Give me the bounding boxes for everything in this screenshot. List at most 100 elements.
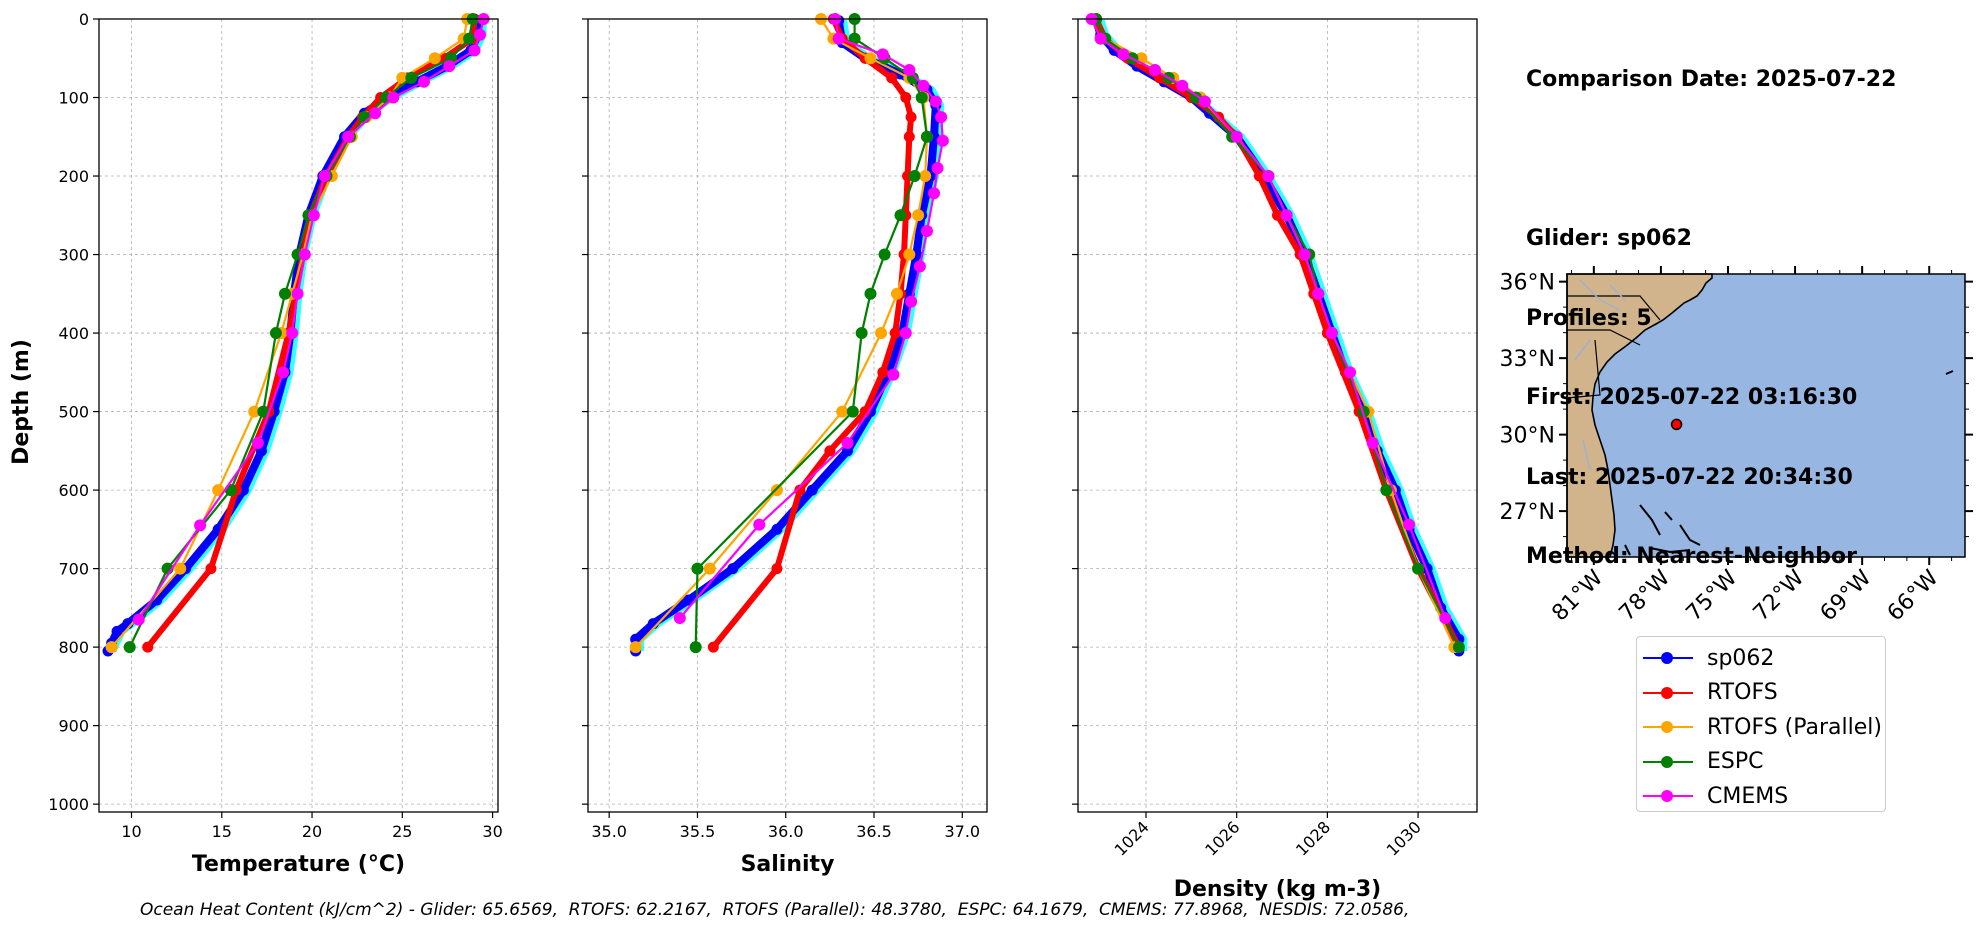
temperature-espc-line [128,17,474,649]
density-axis-label: Density (kg m-3) [1174,877,1382,902]
temperature-cmems-point [342,130,355,143]
salinity-cmems-point [936,134,949,147]
legend-marker [1661,790,1673,803]
density-cmems-point [1402,518,1415,531]
temperature-rtofs-parallel-point [248,405,261,418]
map-frame [1566,273,1966,558]
temperature-rtofs-parallel-point [396,71,409,84]
map-lat-label: 36°N [1500,271,1555,296]
salinity-rtofs-parallel-point [770,484,783,497]
salinity-cmems-point [841,436,854,449]
last-time: Last: 2025-07-22 20:34:30 [1526,464,1853,490]
legend-item: RTOFS (Parallel) [1637,710,1885,745]
map-lat-label: 27°N [1500,500,1555,525]
density-rtofs-point [1272,209,1283,221]
depth-tick-label: 600 [58,481,89,500]
temperature-cmems-point [194,519,207,532]
temperature-cmems-point [291,287,304,300]
salinity-rtofs-parallel-point [912,209,925,222]
salinity-axis-label: Salinity [741,852,835,877]
map-state-borders [1566,295,1661,399]
salinity-cmems-point [876,48,889,61]
salinity-espc-point [846,405,859,418]
method: Method: Nearest-Neighbor [1526,544,1857,569]
density-cmems-point [1262,170,1275,183]
salinity-cmems-point [903,64,916,77]
density-cmems-point [1117,48,1130,61]
density-cmems-point [1366,436,1379,449]
temperature-cmems-point [417,75,430,88]
profile-panels: 10 15 20 25 30010020030040050060070080090010… [48,10,1478,902]
salinity-rtofs-point [886,72,898,84]
temperature-cmems-point [307,209,320,222]
salinity-espc-point [920,130,933,143]
legend-marker [1661,755,1673,768]
salinity-espc-point [691,562,704,575]
map-land [1566,273,1713,558]
salinity-rtofs-point [771,563,783,575]
legend-label: ESPC [1707,749,1764,775]
salinity-espc-point [864,287,877,300]
depth-tick-label: 800 [58,638,89,657]
density-cmems-point [1439,612,1452,625]
salinity-cmems-point [917,79,930,92]
salinity-rtofs-point [905,111,917,123]
map-rivers [1574,279,1626,471]
temperature-cmems-point [277,366,290,379]
salinity-rtofs-point [889,327,901,339]
temperature-cmems-point [443,60,456,73]
temperature-rtofs-parallel-line [110,17,469,649]
density-cmems-point [1149,64,1162,77]
legend-swatch [1643,648,1693,668]
density-x-tick-label: 1030 [1383,817,1425,859]
salinity-cmems-point [899,327,912,340]
temperature-cmems-point [132,613,145,626]
temperature-espc-point [463,32,476,45]
salinity-rtofs-point [877,366,889,378]
legend-item: sp062 [1637,641,1885,676]
temperature-rtofs-parallel-point [428,52,441,65]
legend-label: CMEMS [1707,783,1789,809]
salinity-x-tick-label: 35.0 [591,822,627,841]
salinity-cmems-point [929,95,942,108]
salinity-cmems-point [920,224,933,237]
legend-item: CMEMS [1637,779,1885,814]
legend-swatch [1643,752,1693,772]
legend-swatch [1643,786,1693,806]
salinity-rtofs-parallel-point [903,248,916,261]
salinity-rtofs-parallel-point [890,287,903,300]
temperature-x-tick-label: 10 [121,822,141,841]
temperature-espc-point [405,71,418,84]
temperature-sp062-point [111,625,123,637]
temperature-cmems-point [387,91,400,104]
temperature-rtofs-parallel-point [174,562,187,575]
temperature-espc-point [278,287,291,300]
temperature-cmems-line [137,17,485,621]
salinity-x-tick-label: 37.0 [944,822,980,841]
density-cmems-point [1312,287,1325,300]
salinity-rtofs-point [707,641,719,653]
density-cmems-point [1198,95,1211,108]
salinity-rtofs-point [900,92,912,104]
density-espc-point [1452,641,1465,654]
salinity-x-tick-label: 36.0 [768,822,804,841]
map-bermuda [1945,370,1954,375]
depth-tick-label: 500 [58,403,89,422]
temperature-x-tick-label: 15 [212,822,232,841]
density-cmems-point [1176,79,1189,92]
density-espc-point [1189,91,1202,104]
legend-label: RTOFS [1707,680,1778,706]
legend-item: ESPC [1637,745,1885,780]
salinity-frame [587,18,988,813]
salinity-cmems-point [887,368,900,381]
temperature-espc-point [123,641,136,654]
density-frame [1077,18,1478,813]
salinity-espc-point [894,209,907,222]
salinity-sp062-point [771,523,783,535]
temperature-espc-point [257,405,270,418]
glider-position-marker [1670,418,1683,431]
salinity-cmems-point [913,260,926,273]
salinity-rtofs-point [903,131,915,143]
density-rtofs-point [1253,170,1265,182]
